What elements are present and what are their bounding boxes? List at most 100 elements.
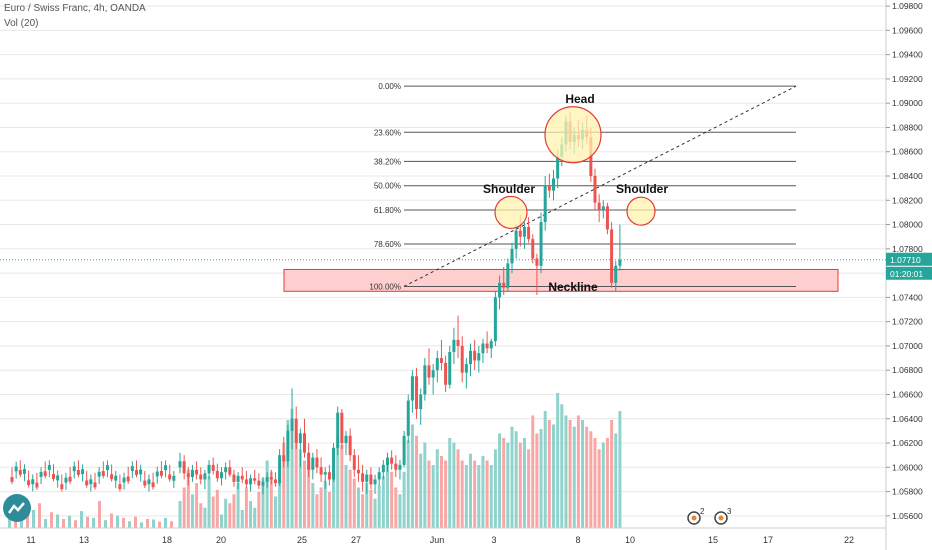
volume-bar [556,393,560,528]
volume-bar [493,449,497,528]
volume-bar [232,494,236,528]
candle-body [535,258,539,266]
x-tick-label: 8 [575,535,580,545]
volume-bar [340,444,344,528]
candle-body [593,176,597,203]
volume-bar [224,498,228,528]
volume-bar [410,424,414,528]
volume-bar [215,489,219,528]
candle-body [178,461,182,468]
volume-indicator-label[interactable]: Vol (20) [4,18,39,29]
volume-bar [361,494,365,528]
candle-body [410,376,414,401]
volume-bar [572,426,576,528]
y-tick-label: 1.08800 [892,122,923,132]
volume-bar [14,516,17,528]
volume-bar [369,489,373,528]
x-tick-label: 10 [625,535,635,545]
candle-body [64,477,68,483]
candle-body [448,352,452,385]
countdown-label: 01:20:01 [890,269,923,279]
candle-body [126,476,130,482]
volume-bar [415,435,419,528]
candle-body [203,473,207,480]
candle-body [452,339,456,352]
volume-bar [282,442,286,528]
candle-body [311,457,315,470]
candle-body [464,364,468,373]
candle-body [110,474,114,480]
candle-body [444,362,448,385]
candle-body [114,475,118,481]
candle-body [105,465,109,471]
candle-body [236,475,240,482]
symbol-title[interactable]: Euro / Swiss Franc, 4h, OANDA [4,3,146,14]
volume-bar [220,514,223,528]
volume-bar [469,453,472,528]
countdown-badge [886,266,932,280]
candle-body [394,463,398,470]
y-tick-label: 1.09800 [892,1,923,11]
candle-body [419,394,423,410]
volume-bar [26,514,29,528]
volume-bar [386,460,389,528]
volume-bar [464,465,468,528]
candle-body [336,412,340,448]
candle-body [315,457,319,468]
candle-body [278,455,282,484]
volume-bar [601,442,605,528]
volume-bar [485,460,489,528]
candle-body [481,343,485,354]
annotation-layer[interactable]: Head Shoulder Shoulder Neckline 2 3 [483,92,732,525]
volume-bar [552,424,555,528]
y-tick-label: 1.06600 [892,389,923,399]
candle-body [344,435,348,444]
candle-body [365,474,369,482]
volume-bar [581,420,585,528]
volume-bar [589,431,593,528]
candle-body [361,473,365,482]
candle-body [552,178,555,191]
volume-bar [68,515,71,528]
y-tick-label: 1.09000 [892,98,923,108]
candle-body [195,469,199,475]
volume-bar [473,460,477,528]
y-tick-label: 1.09200 [892,74,923,84]
candle-body [147,479,151,485]
volume-bar [597,449,601,528]
left-shoulder-circle [494,195,528,230]
volume-bar [199,503,203,528]
volume-bar [207,476,211,528]
y-tick-label: 1.05800 [892,487,923,497]
candle-body [244,479,248,485]
volume-bar [506,442,510,528]
volume-bar [294,433,298,528]
candle-body [249,478,253,485]
volume-bar [140,522,143,528]
neckline-zone [283,268,839,292]
y-tick-label: 1.06200 [892,438,923,448]
volume-bar [286,420,290,528]
candle-body [614,265,618,283]
volume-bar [273,496,277,528]
volume-bar [122,517,125,528]
volume-bar [605,438,609,528]
candle-body [319,467,323,475]
candle-body [182,461,186,474]
volume-bar [610,420,614,528]
fib-label: 38.20% [374,157,401,166]
neckline-label: Neckline [548,280,598,294]
candle-body [377,472,381,480]
volume-bar [116,515,119,528]
volume-bar [390,471,394,528]
volume-bar [539,429,543,528]
candle-body [506,263,510,288]
volume-bar [518,442,522,528]
tradingview-logo-icon[interactable] [3,494,31,522]
y-tick-label: 1.07400 [892,292,923,302]
volume-bar [298,449,302,528]
x-tick-label: 15 [708,535,718,545]
candle-body [502,282,506,288]
